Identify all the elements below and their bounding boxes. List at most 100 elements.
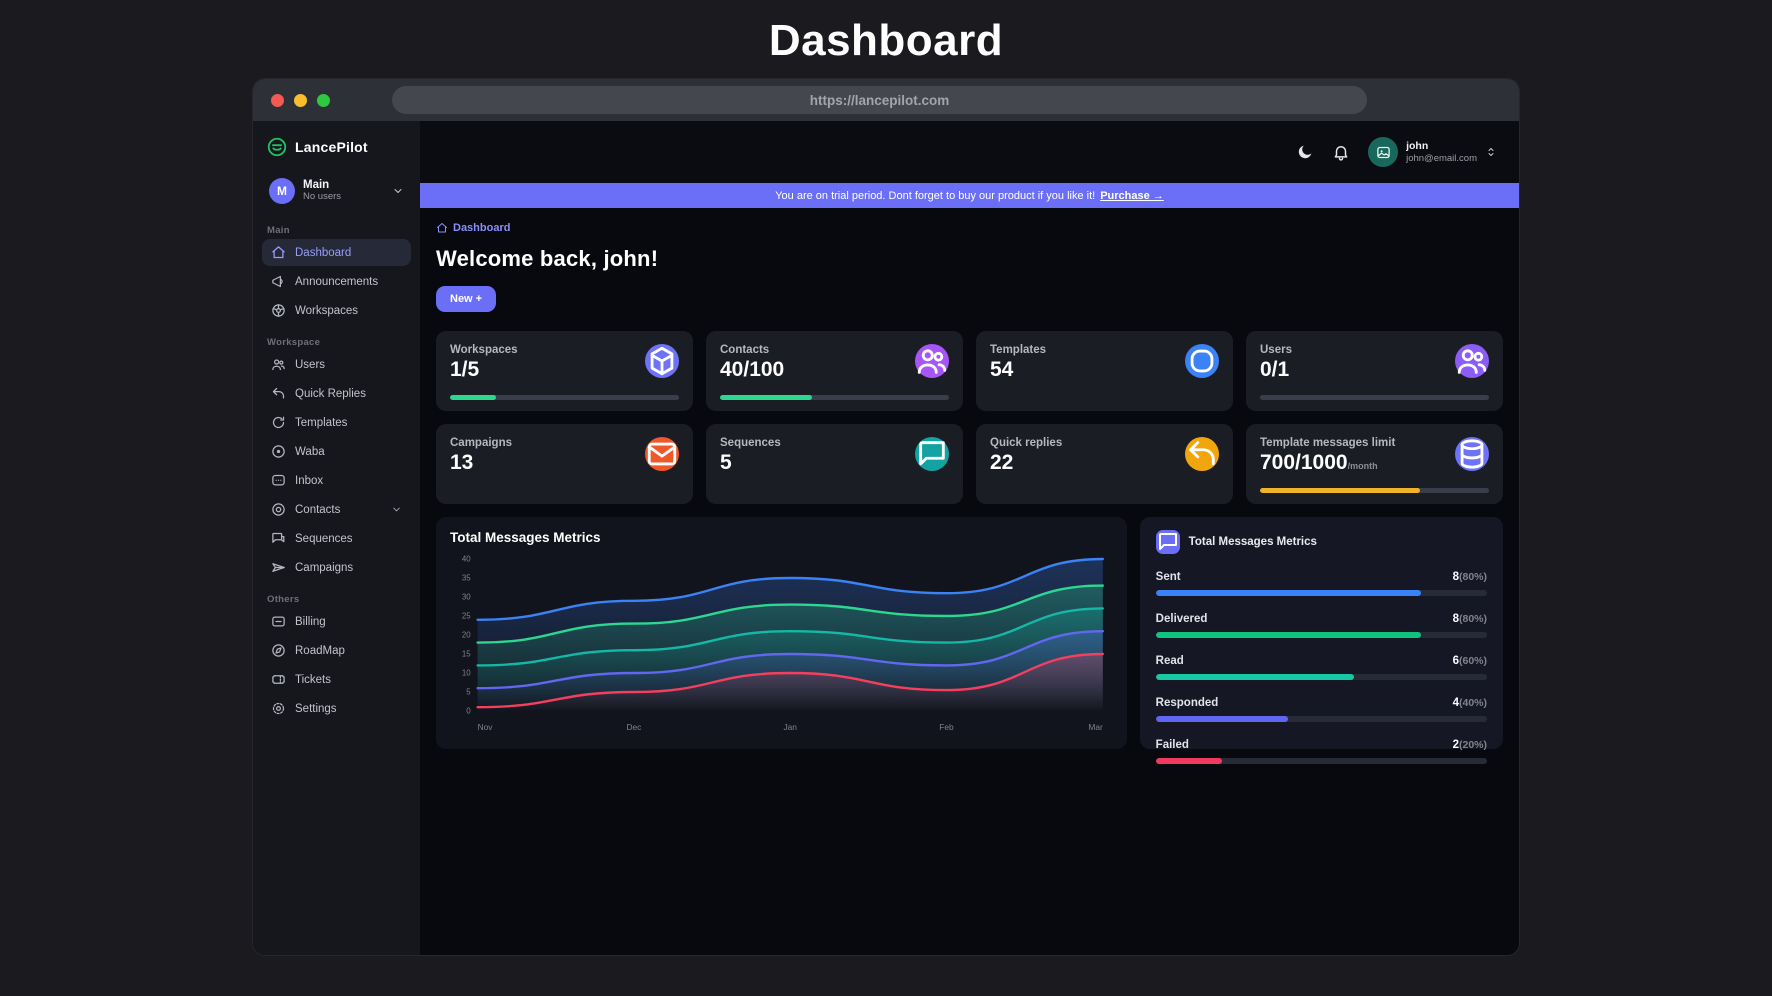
notifications-bell-icon[interactable] <box>1332 143 1350 161</box>
sidebar-item-label: Users <box>295 358 326 371</box>
new-button[interactable]: New + <box>436 286 497 312</box>
sidebar-item-roadmap[interactable]: RoadMap <box>262 637 411 664</box>
nav-section-label-workspace: Workspace <box>267 337 321 348</box>
metric-row-delivered: Delivered 8(80%) <box>1155 609 1487 638</box>
sidebar-item-waba[interactable]: Waba <box>262 438 411 465</box>
theme-toggle-moon-icon[interactable] <box>1296 143 1314 161</box>
breadcrumb[interactable]: Dashboard <box>436 222 1503 234</box>
svg-text:30: 30 <box>462 592 471 601</box>
refresh-icon <box>271 415 286 430</box>
contacts-icon <box>271 502 286 517</box>
svg-text:Jan: Jan <box>783 722 797 732</box>
topbar: john john@email.com <box>420 121 1519 183</box>
stat-label: Templates <box>990 344 1047 356</box>
svg-text:5: 5 <box>466 687 471 696</box>
users-icon <box>915 344 949 378</box>
svg-text:Mar: Mar <box>1088 722 1103 732</box>
metric-value: 2(20%) <box>1452 739 1487 751</box>
home-icon <box>271 245 286 260</box>
svg-text:15: 15 <box>462 649 471 658</box>
sidebar-item-workspaces[interactable]: Workspaces <box>262 297 411 324</box>
sidebar-item-label: Settings <box>295 702 337 715</box>
sidebar-item-billing[interactable]: Billing <box>262 608 411 635</box>
sidebar-item-label: Inbox <box>295 474 324 487</box>
browser-chrome: https://lancepilot.com <box>253 79 1519 121</box>
app: LancePilot M Main No users Main Dashboard… <box>253 121 1519 955</box>
tickets-icon <box>271 672 286 687</box>
maximize-window-button[interactable] <box>317 93 330 107</box>
user-meta: john john@email.com <box>1406 140 1477 164</box>
metric-row-read: Read 6(60%) <box>1155 651 1487 680</box>
sidebar-item-sequences[interactable]: Sequences <box>262 525 411 552</box>
reply-icon <box>1185 437 1219 471</box>
breadcrumb-label: Dashboard <box>453 222 511 234</box>
metric-progress-bar <box>1155 590 1487 596</box>
sidebar-item-users[interactable]: Users <box>262 351 411 378</box>
metric-value: 4(40%) <box>1452 697 1487 709</box>
metric-row-sent: Sent 8(80%) <box>1155 567 1487 596</box>
metric-value: 8(80%) <box>1452 571 1487 583</box>
purchase-link[interactable]: Purchase → <box>1100 189 1164 202</box>
metric-label: Delivered <box>1155 613 1208 625</box>
stat-value: 13 <box>450 451 474 474</box>
sidebar-item-announcements[interactable]: Announcements <box>262 268 411 295</box>
close-window-button[interactable] <box>271 93 284 107</box>
chat-icon <box>1155 530 1180 554</box>
sidebar-item-label: Tickets <box>295 673 331 686</box>
svg-text:Nov: Nov <box>478 722 494 732</box>
stat-card-workspaces: Workspaces 1/5 <box>436 331 693 411</box>
mail-icon <box>645 437 679 471</box>
brand-name: LancePilot <box>295 139 368 155</box>
stat-value: 700/1000/month <box>1260 451 1378 474</box>
stat-value: 1/5 <box>450 358 480 381</box>
sidebar-item-campaigns[interactable]: Campaigns <box>262 554 411 581</box>
metrics-header: Total Messages Metrics <box>1155 530 1487 554</box>
stats-grid: Workspaces 1/5 Contacts 40/100 Templates 54 Us… <box>436 331 1503 504</box>
url-bar[interactable]: https://lancepilot.com <box>392 86 1367 114</box>
waba-icon <box>271 444 286 459</box>
messages-metrics-card: Total Messages Metrics Sent 8(80%) Deliver… <box>1139 517 1503 764</box>
chevron-down-icon <box>391 504 402 515</box>
browser-window: https://lancepilot.com LancePilot M Main… <box>253 79 1519 955</box>
settings-icon <box>271 701 286 716</box>
user-menu[interactable]: john john@email.com <box>1368 137 1497 167</box>
stat-label: Users <box>1260 344 1292 356</box>
minimize-window-button[interactable] <box>294 93 307 107</box>
billing-icon <box>271 614 286 629</box>
sidebar-item-label: Contacts <box>295 503 341 516</box>
sidebar-item-dashboard[interactable]: Dashboard <box>262 239 411 266</box>
sidebar-item-contacts[interactable]: Contacts <box>262 496 411 523</box>
sidebar-item-inbox[interactable]: Inbox <box>262 467 411 494</box>
sidebar-item-tickets[interactable]: Tickets <box>262 666 411 693</box>
stat-label: Campaigns <box>450 437 512 449</box>
brand-row: LancePilot <box>253 121 420 164</box>
sidebar-item-settings[interactable]: Settings <box>262 695 411 722</box>
stat-label: Quick replies <box>990 437 1063 449</box>
campaigns-icon <box>271 560 286 575</box>
page-title: Dashboard <box>768 16 1004 65</box>
sidebar-item-label: Templates <box>295 416 348 429</box>
stat-label: Workspaces <box>450 344 518 356</box>
traffic-lights <box>271 93 330 107</box>
trial-banner: You are on trial period. Dont forget to … <box>420 183 1519 208</box>
megaphone-icon <box>271 274 286 289</box>
user-email: john@email.com <box>1406 152 1477 164</box>
nav-section-label-main: Main <box>267 225 290 236</box>
metric-value: 8(80%) <box>1452 613 1487 625</box>
users-icon <box>271 357 286 372</box>
roadmap-icon <box>271 643 286 658</box>
chevron-sort-icon <box>1485 146 1497 158</box>
workspace-subtitle: No users <box>303 191 342 203</box>
home-icon <box>436 222 448 234</box>
svg-text:0: 0 <box>466 706 471 715</box>
stat-value: 22 <box>990 451 1014 474</box>
sidebar-item-label: Announcements <box>295 275 379 288</box>
svg-text:20: 20 <box>462 630 471 639</box>
workspace-selector[interactable]: M Main No users <box>263 174 410 208</box>
globe-icon <box>271 303 286 318</box>
sidebar-item-templates[interactable]: Templates <box>262 409 411 436</box>
metric-label: Read <box>1155 655 1184 667</box>
metrics-rows: Sent 8(80%) Delivered 8(80%) Read 6(60%) Respo… <box>1155 567 1487 764</box>
stat-card-campaigns: Campaigns 13 <box>436 424 693 504</box>
sidebar-item-quick-replies[interactable]: Quick Replies <box>262 380 411 407</box>
